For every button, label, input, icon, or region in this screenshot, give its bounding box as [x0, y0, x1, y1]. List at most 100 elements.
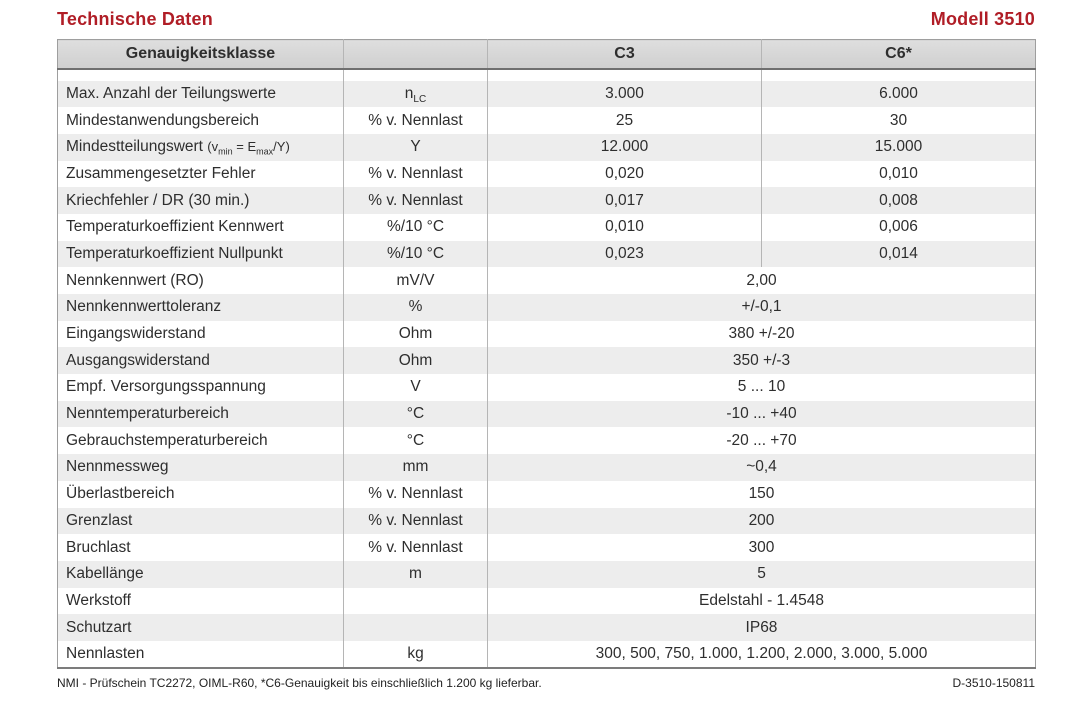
- spec-label-cell: Nennkennwerttoleranz: [66, 298, 222, 316]
- unit-cell: V: [343, 374, 488, 401]
- table-row: Nennlasten kg 300, 500, 750, 1.000, 1.200,…: [57, 640, 1036, 668]
- spec-label-cell: Mindestteilungswert (vmin = Emax/Y): [66, 138, 290, 157]
- spacer-cell: [761, 68, 1036, 81]
- spec-label-cell: Eingangswiderstand: [66, 325, 206, 343]
- table-row: Kabellänge m 5: [57, 560, 1036, 588]
- table-row: Ausgangswiderstand Ohm 350 +/-3: [57, 347, 1036, 375]
- table-row: Mindestanwendungsbereich % v. Nennlast 25 3…: [57, 107, 1036, 134]
- value-cell-span: 5 ... 10: [487, 374, 1036, 401]
- unit-cell: %: [343, 294, 488, 321]
- table-row: Schutzart IP68: [57, 614, 1036, 641]
- spacer-cell: [487, 68, 762, 81]
- titlebar: Technische Daten Modell 3510: [57, 9, 1035, 30]
- footer-note: NMI - Prüfschein TC2272, OIML-R60, *C6-G…: [57, 675, 542, 690]
- header-accuracy-class: Genauigkeitsklasse: [57, 39, 344, 70]
- value-cell-span: 300, 500, 750, 1.000, 1.200, 2.000, 3.00…: [487, 640, 1036, 668]
- value-cell-c6: 0,014: [761, 240, 1036, 268]
- table-row: Mindestteilungswert (vmin = Emax/Y) Y 12.0…: [57, 133, 1036, 161]
- spec-label-cell: Temperaturkoeffizient Nullpunkt: [66, 244, 283, 262]
- value-cell-span: 2,00: [487, 267, 1036, 294]
- value-cell-span: 150: [487, 480, 1036, 508]
- spec-label-cell: Nennmessweg: [66, 458, 169, 476]
- spec-label-cell: Nennkennwert (RO): [66, 271, 204, 289]
- spacer-row: [57, 68, 1036, 81]
- value-cell-c6: 15.000: [761, 133, 1036, 161]
- table-row: Bruchlast % v. Nennlast 300: [57, 534, 1036, 561]
- value-cell-c6: 0,008: [761, 187, 1036, 214]
- page-title: Technische Daten: [57, 9, 213, 29]
- value-cell-span: -10 ... +40: [487, 400, 1036, 428]
- value-cell-c3: 25: [487, 107, 762, 134]
- header-c6: C6*: [761, 39, 1036, 70]
- value-cell-span: Edelstahl - 1.4548: [487, 587, 1036, 615]
- unit-cell: °C: [343, 427, 488, 455]
- unit-cell: % v. Nennlast: [343, 107, 488, 134]
- spec-label-cell: Gebrauchstemperaturbereich: [66, 431, 268, 449]
- value-cell-span: 5: [487, 560, 1036, 588]
- spec-label-cell: Grenzlast: [66, 511, 133, 529]
- value-cell-span: -20 ... +70: [487, 427, 1036, 455]
- table-row: Temperaturkoeffizient Nullpunkt %/10 °C 0,…: [57, 240, 1036, 268]
- value-cell-c3: 0,020: [487, 160, 762, 188]
- table-row: Werkstoff Edelstahl - 1.4548: [57, 587, 1036, 615]
- value-cell-c6: 0,010: [761, 160, 1036, 188]
- value-cell-c3: 3.000: [487, 80, 762, 108]
- table-row: Temperaturkoeffizient Kennwert %/10 °C 0,0…: [57, 213, 1036, 241]
- table-row: Gebrauchstemperaturbereich °C -20 ... +70: [57, 427, 1036, 455]
- unit-cell: % v. Nennlast: [343, 534, 488, 561]
- unit-cell: Ohm: [343, 320, 488, 348]
- unit-cell: mV/V: [343, 267, 488, 294]
- table-row: Empf. Versorgungsspannung V 5 ... 10: [57, 374, 1036, 401]
- model-label: Modell 3510: [930, 9, 1035, 29]
- unit-cell: % v. Nennlast: [343, 480, 488, 508]
- value-cell-span: ~0,4: [487, 454, 1036, 481]
- spacer-cell: [57, 68, 344, 81]
- table-row: Kriechfehler / DR (30 min.) % v. Nennlast…: [57, 187, 1036, 214]
- value-cell-c3: 0,023: [487, 240, 762, 268]
- table-row: Nennkennwert (RO) mV/V 2,00: [57, 267, 1036, 294]
- doc-number: D-3510-150811: [952, 675, 1035, 690]
- unit-cell: %/10 °C: [343, 213, 488, 241]
- spec-label-cell: Temperaturkoeffizient Kennwert: [66, 218, 284, 236]
- table-head: Genauigkeitsklasse C3 C6*: [57, 39, 1036, 81]
- value-cell-span: 200: [487, 507, 1036, 535]
- unit-cell: %/10 °C: [343, 240, 488, 268]
- table-row: Nennkennwerttoleranz% +/-0,1: [57, 294, 1036, 321]
- header-c3: C3: [487, 39, 762, 70]
- unit-cell: [343, 614, 488, 641]
- unit-cell: m: [343, 560, 488, 588]
- spec-label-cell: Zusammengesetzter Fehler: [66, 164, 256, 182]
- spec-table: Genauigkeitsklasse C3 C6* Max. Anzahl de…: [57, 39, 1036, 669]
- unit-cell: % v. Nennlast: [343, 507, 488, 535]
- value-cell-span: 350 +/-3: [487, 347, 1036, 375]
- value-cell-span: 380 +/-20: [487, 320, 1036, 348]
- table-row: Zusammengesetzter Fehler% v. Nennlast 0,0…: [57, 160, 1036, 188]
- unit-cell: kg: [343, 640, 488, 668]
- spec-label-cell: Mindestanwendungsbereich: [66, 111, 260, 129]
- table-row: Max. Anzahl der Teilungswerte nLC 3.000 6.0…: [57, 80, 1036, 108]
- spec-label-cell: Schutzart: [66, 618, 132, 636]
- table-header-row: Genauigkeitsklasse C3 C6*: [57, 39, 1036, 70]
- value-cell-c3: 0,010: [487, 213, 762, 241]
- spec-label-cell: Nennlasten: [66, 644, 145, 662]
- spec-label-cell: Empf. Versorgungsspannung: [66, 378, 266, 396]
- table-row: Nenntemperaturbereich °C -10 ... +40: [57, 400, 1036, 428]
- value-cell-c6: 0,006: [761, 213, 1036, 241]
- unit-cell: °C: [343, 400, 488, 428]
- spec-label-cell: Werkstoff: [66, 591, 131, 609]
- spec-label-cell: Kabellänge: [66, 565, 144, 583]
- unit-cell: % v. Nennlast: [343, 187, 488, 214]
- footerbar: NMI - Prüfschein TC2272, OIML-R60, *C6-G…: [57, 676, 1035, 690]
- spec-label-cell: Ausgangswiderstand: [66, 351, 210, 369]
- spec-label-cell: Bruchlast: [66, 538, 131, 556]
- spec-label-cell: Kriechfehler / DR (30 min.): [66, 191, 250, 209]
- unit-cell: mm: [343, 454, 488, 481]
- value-cell-span: IP68: [487, 614, 1036, 641]
- value-cell-c6: 6.000: [761, 80, 1036, 108]
- datasheet-page: Technische Daten Modell 3510 Genauigkeit…: [57, 0, 1036, 690]
- value-cell-c6: 30: [761, 107, 1036, 134]
- table-row: Nennmessweg mm ~0,4: [57, 454, 1036, 481]
- value-cell-c3: 12.000: [487, 133, 762, 161]
- spec-label-cell: Max. Anzahl der Teilungswerte: [66, 84, 276, 102]
- table-row: Eingangswiderstand Ohm 380 +/-20: [57, 320, 1036, 348]
